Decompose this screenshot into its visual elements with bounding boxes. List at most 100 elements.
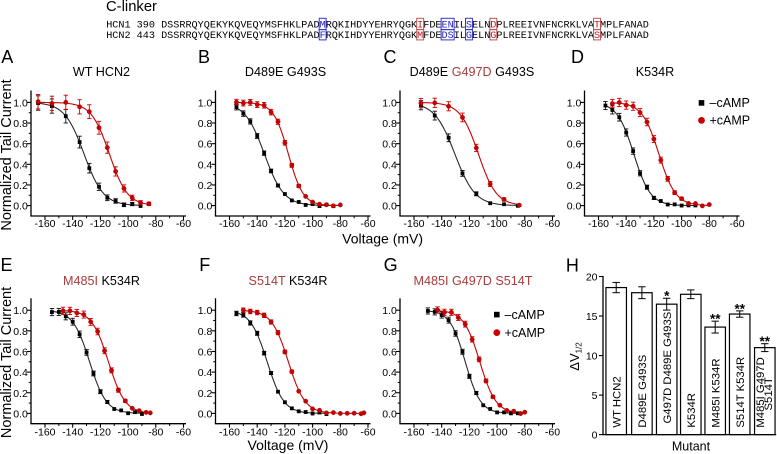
svg-text:HCN1 390 DSSRRQYQEKYKQVEQYMSFH: HCN1 390 DSSRRQYQEKYKQVEQYMSFHKLPAD [106,21,319,32]
svg-text:0: 0 [592,430,598,442]
svg-text:E: E [1,255,13,275]
svg-text:FDE: FDE [423,31,441,42]
svg-text:EN: EN [442,21,454,32]
svg-text:1.0: 1.0 [382,97,397,109]
svg-text:PLREEIVNFNCRKLVA: PLREEIVNFNCRKLVA [496,21,594,32]
svg-text:-160: -160 [219,427,240,439]
svg-text:0.8: 0.8 [13,118,28,130]
svg-text:-100: -100 [118,427,139,439]
svg-text:0.0: 0.0 [198,408,213,420]
svg-text:0.8: 0.8 [13,326,28,338]
svg-text:-140: -140 [247,218,268,230]
svg-text:RQKIHDYYEHRYQGK: RQKIHDYYEHRYQGK [326,31,418,42]
svg-text:ELN: ELN [472,21,490,32]
svg-text:G497D D489E G493S: G497D D489E G493S [662,311,674,423]
svg-text:-140: -140 [431,427,452,439]
svg-text:0.4: 0.4 [567,159,582,171]
svg-text:1.0: 1.0 [198,97,213,109]
svg-text:M485I K534R: M485I K534R [710,359,722,428]
svg-text:-120: -120 [274,218,295,230]
svg-text:B: B [198,47,210,67]
svg-text:G: G [466,31,472,42]
svg-text:0.8: 0.8 [198,118,213,130]
svg-text:0.4: 0.4 [382,159,397,171]
svg-text:-120: -120 [459,427,480,439]
svg-text:-80: -80 [333,218,348,230]
svg-text:C-linker: C-linker [106,0,157,15]
svg-text:-160: -160 [403,218,424,230]
svg-text:-100: -100 [487,427,508,439]
svg-text:-120: -120 [90,218,111,230]
svg-text:-60: -60 [360,218,375,230]
svg-text:-120: -120 [90,427,111,439]
svg-text:-160: -160 [34,427,55,439]
svg-text:I: I [417,21,423,32]
svg-text:**: ** [710,312,721,327]
svg-text:Voltage (mV): Voltage (mV) [248,437,329,453]
svg-text:MPLFANAD: MPLFANAD [600,31,649,42]
svg-text:0.4: 0.4 [198,159,213,171]
svg-text:HCN2 443 DSSRRQYQEKYKQVEQYMSFH: HCN2 443 DSSRRQYQEKYKQVEQYMSFHKLPAD [106,31,319,42]
svg-text:G: G [490,31,496,42]
svg-text:M: M [320,21,326,32]
svg-text:DS: DS [442,31,454,42]
svg-text:-100: -100 [118,218,139,230]
svg-text:0.4: 0.4 [198,367,213,379]
svg-text:Normalized Tail Current: Normalized Tail Current [0,79,15,230]
svg-text:RQKIHDYYEHRYQGK: RQKIHDYYEHRYQGK [326,21,418,32]
svg-text:-80: -80 [517,218,532,230]
svg-text:1.0: 1.0 [567,97,582,109]
svg-text:F: F [320,31,326,42]
svg-text:15: 15 [586,311,598,323]
svg-text:D: D [571,47,584,67]
svg-text:**: ** [734,301,745,316]
svg-text:ELN: ELN [472,31,490,42]
svg-text:-60: -60 [729,218,744,230]
svg-text:D489E G493S: D489E G493S [637,354,649,427]
svg-text:M485I G497D S514T: M485I G497D S514T [413,274,532,288]
svg-text:0.4: 0.4 [13,367,28,379]
svg-text:0.0: 0.0 [198,201,213,213]
svg-text:0.6: 0.6 [13,139,28,151]
svg-text:0.6: 0.6 [567,139,582,151]
svg-text:D489E G493S: D489E G493S [245,65,326,79]
svg-text:Normalized Tail Current: Normalized Tail Current [0,287,15,438]
svg-text:M485I K534R: M485I K534R [63,274,140,288]
svg-text:-160: -160 [588,218,609,230]
svg-text:–cAMP: –cAMP [710,96,750,110]
svg-text:Voltage (mV): Voltage (mV) [342,231,423,247]
svg-text:-120: -120 [274,427,295,439]
svg-text:0.6: 0.6 [198,347,213,359]
svg-text:0.4: 0.4 [382,367,397,379]
svg-text:0.2: 0.2 [198,180,213,192]
svg-text:-100: -100 [487,218,508,230]
svg-text:0.2: 0.2 [198,388,213,400]
svg-text:0.6: 0.6 [13,347,28,359]
svg-text:C: C [384,47,397,67]
svg-text:S: S [466,21,472,32]
svg-text:-60: -60 [176,427,191,439]
svg-text:G: G [384,255,398,275]
svg-text:-160: -160 [34,218,55,230]
svg-text:IL: IL [454,21,466,32]
svg-text:S514T K534R: S514T K534R [735,357,747,428]
svg-text:A: A [1,47,13,67]
svg-text:5: 5 [592,390,598,402]
svg-text:-100: -100 [302,218,323,230]
svg-text:PLREEIVNFNCRKLVA: PLREEIVNFNCRKLVA [496,31,594,42]
svg-text:*: * [664,289,670,304]
svg-text:-120: -120 [459,218,480,230]
svg-text:H: H [566,255,579,275]
svg-text:0.8: 0.8 [382,118,397,130]
svg-text:-140: -140 [616,218,637,230]
svg-text:-80: -80 [148,427,163,439]
svg-text:T: T [594,21,600,32]
svg-text:-80: -80 [148,218,163,230]
svg-text:1.0: 1.0 [13,305,28,317]
svg-text:-160: -160 [219,218,240,230]
svg-text:20: 20 [586,272,598,284]
svg-text:-100: -100 [302,427,323,439]
svg-text:0.2: 0.2 [382,180,397,192]
svg-text:+cAMP: +cAMP [710,114,751,128]
svg-text:0.6: 0.6 [198,139,213,151]
